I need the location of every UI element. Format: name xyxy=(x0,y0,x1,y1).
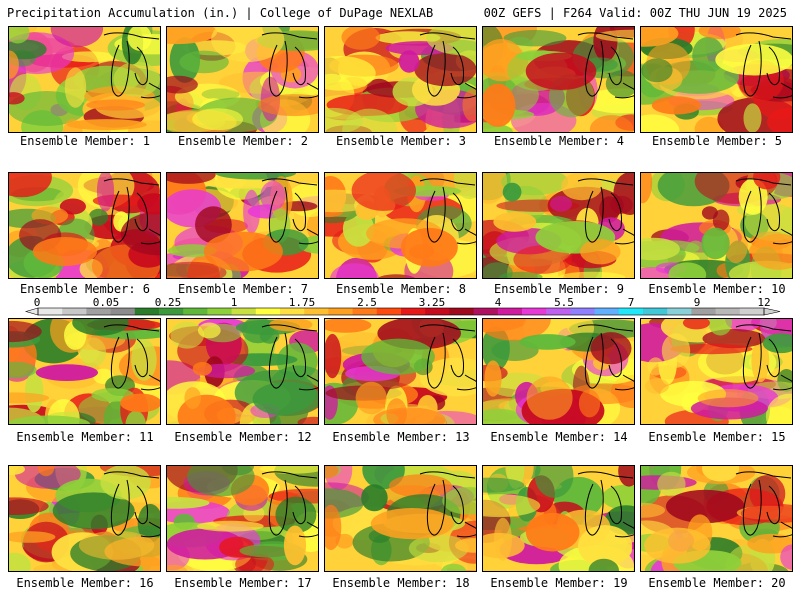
colorbar-swatch xyxy=(183,308,208,315)
ensemble-member-map xyxy=(482,172,635,279)
chart-title: Precipitation Accumulation (in.) | Colle… xyxy=(7,6,434,20)
colorbar-swatch xyxy=(328,308,354,315)
ensemble-member-label: Ensemble Member: 4 xyxy=(493,134,625,148)
ensemble-member-map xyxy=(8,318,161,425)
ensemble-member-label: Ensemble Member: 3 xyxy=(335,134,467,148)
ensemble-member-label: Ensemble Member: 10 xyxy=(648,282,786,296)
colorbar-swatch xyxy=(739,308,765,315)
ensemble-member-map xyxy=(482,465,635,572)
colorbar-tick-label: 0.25 xyxy=(154,296,182,309)
colorbar-tick-label: 4 xyxy=(494,296,502,309)
colorbar-swatch xyxy=(376,308,402,315)
ensemble-member-label: Ensemble Member: 6 xyxy=(19,282,151,296)
ensemble-member-label: Ensemble Member: 11 xyxy=(16,430,154,444)
ensemble-member-map xyxy=(640,26,793,133)
ensemble-member-label: Ensemble Member: 2 xyxy=(177,134,309,148)
ensemble-member-map xyxy=(8,172,161,279)
ensemble-member-map xyxy=(640,172,793,279)
ensemble-member-label: Ensemble Member: 7 xyxy=(177,282,309,296)
colorbar-swatch xyxy=(62,308,87,315)
ensemble-member-label: Ensemble Member: 1 xyxy=(19,134,151,148)
colorbar-swatch xyxy=(594,308,620,315)
colorbar-swatch xyxy=(425,308,450,315)
ensemble-member-label: Ensemble Member: 8 xyxy=(335,282,467,296)
colorbar-swatch xyxy=(449,308,475,315)
ensemble-member-map xyxy=(482,318,635,425)
ensemble-member-label: Ensemble Member: 15 xyxy=(648,430,786,444)
colorbar-high-arrow xyxy=(763,307,781,316)
colorbar-tick-label: 5.5 xyxy=(554,296,574,309)
ensemble-member-map xyxy=(640,465,793,572)
colorbar-low-arrow xyxy=(24,307,39,316)
ensemble-member-label: Ensemble Member: 9 xyxy=(493,282,625,296)
ensemble-member-label: Ensemble Member: 12 xyxy=(174,430,312,444)
colorbar-swatch xyxy=(715,308,741,315)
colorbar-swatch xyxy=(255,308,281,315)
colorbar-swatch xyxy=(522,308,547,315)
ensemble-member-map xyxy=(166,318,319,425)
colorbar-swatch xyxy=(473,308,499,315)
colorbar-swatch xyxy=(280,308,305,315)
colorbar-swatch xyxy=(497,308,523,315)
ensemble-member-map xyxy=(8,26,161,133)
colorbar-tick-label: 0 xyxy=(33,296,41,309)
colorbar-swatch xyxy=(86,308,112,315)
ensemble-member-label: Ensemble Member: 14 xyxy=(490,430,628,444)
ensemble-member-label: Ensemble Member: 16 xyxy=(16,576,154,590)
forecast-valid-label: 00Z GEFS | F264 Valid: 00Z THU JUN 19 20… xyxy=(483,6,787,20)
ensemble-member-map xyxy=(324,465,477,572)
ensemble-member-label: Ensemble Member: 17 xyxy=(174,576,312,590)
colorbar-swatch xyxy=(667,308,692,315)
colorbar-swatch xyxy=(38,308,63,315)
colorbar-tick-label: 3.25 xyxy=(418,296,446,309)
colorbar-swatch xyxy=(159,308,184,315)
ensemble-member-map xyxy=(640,318,793,425)
colorbar-swatch xyxy=(546,308,571,315)
colorbar-swatch xyxy=(570,308,596,315)
precipitation-colorbar xyxy=(24,307,781,316)
colorbar-swatch xyxy=(231,308,257,315)
ensemble-member-label: Ensemble Member: 19 xyxy=(490,576,628,590)
ensemble-member-label: Ensemble Member: 18 xyxy=(332,576,470,590)
ensemble-member-label: Ensemble Member: 20 xyxy=(648,576,786,590)
colorbar-tick-label: 1 xyxy=(230,296,238,309)
colorbar-swatch xyxy=(643,308,668,315)
ensemble-member-map xyxy=(166,26,319,133)
ensemble-member-map xyxy=(482,26,635,133)
ensemble-member-label: Ensemble Member: 5 xyxy=(651,134,783,148)
colorbar-tick-label: 7 xyxy=(627,296,635,309)
colorbar-tick-label: 12 xyxy=(757,296,771,309)
ensemble-member-map xyxy=(166,465,319,572)
colorbar-swatch xyxy=(691,308,717,315)
ensemble-member-map xyxy=(166,172,319,279)
colorbar-swatch xyxy=(110,308,136,315)
ensemble-member-map xyxy=(324,318,477,425)
colorbar-tick-label: 2.5 xyxy=(357,296,377,309)
ensemble-member-map xyxy=(324,26,477,133)
ensemble-member-map xyxy=(8,465,161,572)
colorbar-swatch xyxy=(134,308,160,315)
ensemble-member-map xyxy=(324,172,477,279)
ensemble-member-label: Ensemble Member: 13 xyxy=(332,430,470,444)
colorbar-swatch xyxy=(618,308,644,315)
colorbar-tick-label: 9 xyxy=(693,296,701,309)
colorbar-tick-label: 0.05 xyxy=(92,296,120,309)
colorbar-swatch xyxy=(304,308,329,315)
colorbar-swatch xyxy=(352,308,378,315)
colorbar-swatch xyxy=(401,308,426,315)
colorbar-swatch xyxy=(207,308,233,315)
colorbar-tick-label: 1.75 xyxy=(288,296,316,309)
